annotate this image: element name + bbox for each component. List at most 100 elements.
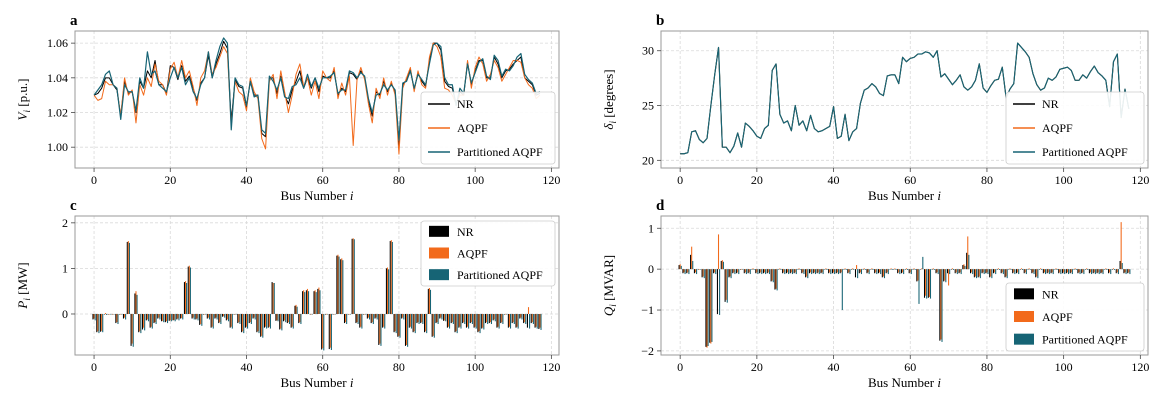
bar-partitioned	[174, 313, 176, 322]
bar-nr	[237, 313, 239, 324]
bar-aqpf	[390, 240, 392, 314]
bar-partitioned	[113, 313, 115, 315]
bar-aqpf	[299, 313, 301, 323]
bar-nr	[500, 313, 502, 324]
bar-partitioned	[795, 269, 797, 275]
bar-partitioned	[468, 313, 470, 329]
bar-partitioned	[357, 313, 359, 325]
bar-aqpf	[840, 269, 842, 273]
bar-aqpf	[512, 313, 514, 323]
bar-nr	[720, 260, 722, 270]
bar-nr	[962, 265, 964, 270]
bar-aqpf	[242, 313, 244, 332]
bar-aqpf	[1032, 269, 1034, 273]
bar-aqpf	[959, 269, 961, 273]
bar-nr	[443, 313, 445, 321]
bar-nr	[851, 269, 853, 270]
bar-partitioned	[830, 269, 832, 275]
bar-partitioned	[730, 269, 732, 279]
bar-partitioned	[365, 313, 367, 315]
bar-partitioned	[247, 313, 249, 329]
bar-aqpf	[173, 313, 175, 320]
bar-aqpf	[539, 313, 541, 328]
bar-aqpf	[459, 313, 461, 327]
bar-nr	[321, 313, 323, 350]
bar-nr	[458, 313, 460, 328]
legend-swatch-aqpf	[1014, 311, 1034, 322]
bar-partitioned	[346, 313, 348, 325]
bar-nr	[831, 269, 834, 274]
x-axis-label: Bus Number i	[868, 188, 941, 203]
bar-partitioned	[922, 256, 924, 270]
bar-nr	[412, 313, 414, 333]
bar-nr	[931, 269, 933, 270]
bar-aqpf	[310, 313, 312, 315]
x-tick-label: 20	[751, 173, 763, 187]
x-tick-label: 120	[542, 173, 560, 187]
bar-nr	[709, 269, 711, 343]
bar-partitioned	[914, 269, 916, 270]
bar-aqpf	[1040, 268, 1042, 270]
bar-aqpf	[444, 313, 446, 321]
bar-aqpf	[272, 282, 274, 314]
bar-aqpf	[436, 313, 438, 323]
bar-aqpf	[428, 288, 430, 314]
bar-nr	[324, 313, 326, 315]
bar-partitioned	[868, 269, 870, 275]
bar-aqpf	[383, 313, 385, 327]
bar-nr	[256, 313, 258, 333]
bar-nr	[946, 269, 949, 274]
bar-aqpf	[245, 313, 248, 327]
bar-partitioned	[529, 313, 531, 329]
plot-area	[680, 42, 1130, 155]
bar-aqpf	[744, 269, 746, 273]
bar-aqpf	[1055, 268, 1057, 270]
bar-aqpf	[501, 313, 503, 323]
y-axis-label-sub: i	[608, 121, 618, 124]
bar-aqpf	[291, 313, 293, 327]
bar-nr	[218, 313, 220, 324]
bar-aqpf	[497, 313, 499, 327]
bar-nr	[893, 269, 895, 270]
bar-nr	[801, 269, 803, 274]
bar-nr	[705, 269, 707, 347]
bar-nr	[431, 313, 433, 337]
bar-aqpf	[1074, 268, 1076, 270]
bar-nr	[401, 313, 403, 319]
bar-nr	[363, 313, 365, 315]
bar-nr	[1111, 269, 1113, 270]
bar-aqpf	[295, 304, 297, 314]
bar-partitioned	[910, 269, 912, 275]
bar-aqpf	[341, 258, 343, 314]
bar-nr	[267, 313, 269, 328]
y-tick-label: 1	[648, 221, 654, 235]
bar-nr	[153, 313, 155, 324]
bar-partitioned	[722, 261, 724, 270]
bar-nr	[724, 269, 726, 302]
y-axis-label-sub: i	[608, 304, 618, 307]
bar-nr	[927, 269, 929, 298]
x-tick-label: 80	[981, 173, 993, 187]
bar-nr	[1019, 269, 1021, 270]
bar-partitioned	[212, 313, 214, 329]
bar-aqpf	[990, 269, 992, 277]
bar-partitioned	[277, 313, 279, 322]
bar-partitioned	[536, 313, 538, 329]
bar-nr	[828, 269, 830, 274]
x-tick-label: 0	[91, 360, 97, 374]
bar-aqpf	[997, 268, 999, 270]
bar-aqpf	[1116, 269, 1118, 273]
bar-nr	[465, 313, 467, 328]
bar-nr	[309, 313, 311, 315]
bar-nr	[954, 269, 956, 274]
bar-partitioned	[1052, 269, 1054, 275]
bar-partitioned	[998, 269, 1001, 270]
bar-aqpf	[478, 313, 480, 332]
x-axis-label: Bus Number i	[281, 188, 354, 203]
bar-aqpf	[527, 307, 530, 314]
bar-partitioned	[1014, 269, 1016, 275]
bar-aqpf	[398, 313, 400, 336]
bar-nr	[408, 313, 410, 328]
bar-partitioned	[788, 269, 790, 275]
